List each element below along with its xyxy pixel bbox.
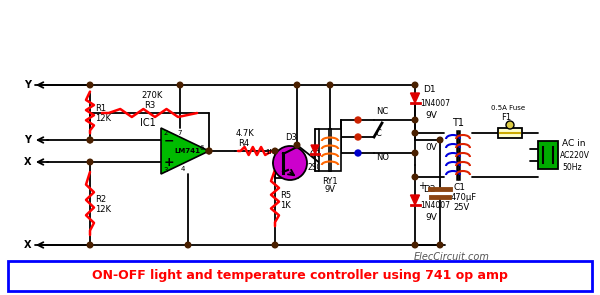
Text: R5: R5 <box>280 191 291 201</box>
Polygon shape <box>311 145 319 154</box>
Circle shape <box>273 146 307 180</box>
Text: D2: D2 <box>423 186 436 194</box>
Circle shape <box>272 148 278 154</box>
Text: 4.7K: 4.7K <box>236 130 255 138</box>
Circle shape <box>87 82 93 88</box>
Text: C1: C1 <box>453 183 465 191</box>
Text: R4: R4 <box>238 138 249 148</box>
Circle shape <box>412 174 418 180</box>
Text: F1: F1 <box>501 112 511 122</box>
Text: 9V: 9V <box>425 111 437 119</box>
Text: 50Hz: 50Hz <box>562 163 581 171</box>
Text: 2SC945: 2SC945 <box>307 163 337 173</box>
Circle shape <box>87 137 93 143</box>
Circle shape <box>412 150 418 156</box>
Text: 3: 3 <box>164 167 168 173</box>
Circle shape <box>437 242 443 248</box>
Circle shape <box>294 142 300 148</box>
Text: 1N4007: 1N4007 <box>420 99 450 107</box>
Circle shape <box>437 137 443 143</box>
Text: C: C <box>376 129 382 137</box>
Text: LM741: LM741 <box>174 148 200 154</box>
Circle shape <box>87 137 93 143</box>
Text: NO: NO <box>376 153 389 163</box>
Text: 2: 2 <box>164 130 168 136</box>
Bar <box>319 129 341 171</box>
Circle shape <box>412 82 418 88</box>
Circle shape <box>506 121 514 129</box>
Text: R2: R2 <box>95 195 106 204</box>
Circle shape <box>206 148 212 154</box>
Text: −: − <box>164 135 174 148</box>
Bar <box>498 128 522 138</box>
Circle shape <box>177 82 183 88</box>
Text: AC220V: AC220V <box>560 150 590 160</box>
Text: 9V: 9V <box>425 214 437 222</box>
Text: 9V: 9V <box>325 186 335 194</box>
Text: +: + <box>164 155 175 168</box>
FancyBboxPatch shape <box>8 261 592 291</box>
Text: Q1: Q1 <box>309 150 322 160</box>
Text: 12K: 12K <box>95 114 111 123</box>
Text: NC: NC <box>376 107 388 117</box>
Text: ElecCircuit.com: ElecCircuit.com <box>414 252 490 262</box>
Text: T1: T1 <box>452 118 464 128</box>
Circle shape <box>327 82 333 88</box>
Text: R1: R1 <box>95 104 106 113</box>
Text: 6: 6 <box>200 145 204 151</box>
Text: 7: 7 <box>178 130 182 136</box>
Circle shape <box>355 134 361 140</box>
Text: D1: D1 <box>423 86 436 94</box>
Text: Y: Y <box>24 135 31 145</box>
Text: Y: Y <box>24 80 31 90</box>
Text: IC1: IC1 <box>140 118 156 128</box>
Text: AC in: AC in <box>562 138 586 148</box>
Text: 270K: 270K <box>142 91 163 101</box>
Text: ON-OFF light and temperature controller using 741 op amp: ON-OFF light and temperature controller … <box>92 270 508 283</box>
Circle shape <box>355 150 361 156</box>
Text: 12K: 12K <box>95 205 111 214</box>
Text: R3: R3 <box>145 101 156 109</box>
Text: 25V: 25V <box>453 202 469 212</box>
Polygon shape <box>161 128 209 174</box>
Text: 0V: 0V <box>425 143 437 153</box>
Text: 0.5A Fuse: 0.5A Fuse <box>491 105 525 111</box>
Circle shape <box>412 130 418 136</box>
Circle shape <box>87 159 93 165</box>
Text: X: X <box>23 240 31 250</box>
Circle shape <box>272 242 278 248</box>
Text: RY1: RY1 <box>322 176 338 186</box>
Circle shape <box>206 148 212 154</box>
Polygon shape <box>410 93 419 103</box>
Text: 1N4007: 1N4007 <box>420 201 450 209</box>
Circle shape <box>355 117 361 123</box>
Circle shape <box>294 82 300 88</box>
Circle shape <box>412 117 418 123</box>
Text: 1K: 1K <box>280 201 291 211</box>
Polygon shape <box>410 195 419 205</box>
Circle shape <box>87 242 93 248</box>
Text: X: X <box>23 157 31 167</box>
Text: D3: D3 <box>285 134 297 142</box>
Text: 1N4007: 1N4007 <box>265 149 293 155</box>
Circle shape <box>412 242 418 248</box>
Text: 4: 4 <box>181 166 185 172</box>
Text: +: + <box>418 181 426 191</box>
Bar <box>538 141 558 169</box>
Text: 470µF: 470µF <box>451 193 477 201</box>
Circle shape <box>185 242 191 248</box>
